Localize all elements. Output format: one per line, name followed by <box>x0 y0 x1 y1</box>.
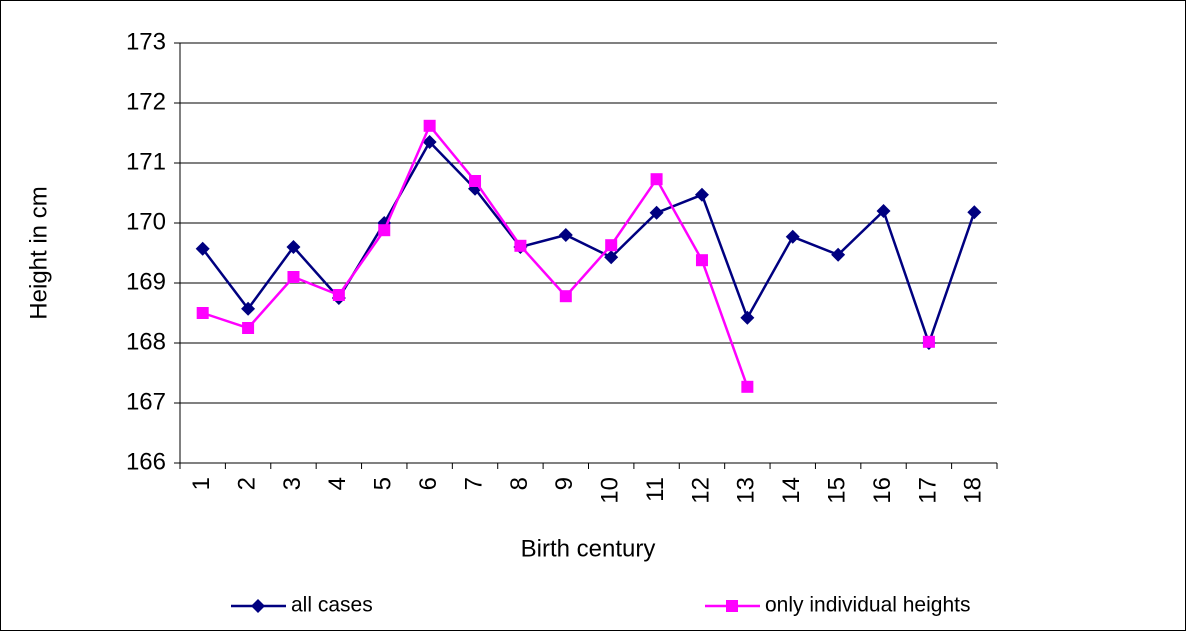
legend-label: all cases <box>291 594 373 617</box>
y-tick-label: 172 <box>126 88 166 115</box>
x-tick-label: 10 <box>597 477 624 504</box>
y-tick-label: 170 <box>126 208 166 235</box>
marker <box>694 187 709 202</box>
marker <box>287 271 300 283</box>
marker <box>286 240 301 254</box>
y-tick-label: 169 <box>126 268 166 295</box>
x-tick-label: 13 <box>733 477 760 504</box>
series-line <box>201 139 976 347</box>
marker <box>514 239 527 252</box>
x-tick-label: 9 <box>551 477 578 490</box>
marker <box>196 307 209 319</box>
marker <box>423 119 436 132</box>
marker <box>422 135 437 149</box>
x-tick-label: 11 <box>642 477 669 502</box>
x-tick-label: 4 <box>324 477 351 490</box>
x-tick-label: 17 <box>914 477 941 504</box>
marker <box>558 228 573 242</box>
marker <box>967 205 982 220</box>
legend-marker <box>251 599 265 613</box>
marker <box>195 241 210 256</box>
y-tick-label: 167 <box>126 388 166 415</box>
x-tick-label: 6 <box>415 477 442 490</box>
marker <box>740 310 755 325</box>
x-tick-label: 12 <box>687 477 714 504</box>
x-axis-title: Birth century <box>521 535 656 562</box>
marker <box>831 247 846 262</box>
x-tick-label: 5 <box>370 477 397 490</box>
x-tick-label: 16 <box>869 477 896 504</box>
x-tick-label: 18 <box>960 477 987 504</box>
marker <box>469 175 482 187</box>
y-tick-label: 168 <box>126 328 166 355</box>
marker <box>785 229 800 244</box>
legend-marker <box>726 600 738 612</box>
marker <box>922 335 935 348</box>
marker <box>649 205 664 220</box>
x-tick-label: 14 <box>778 477 805 504</box>
x-tick-label: 1 <box>188 477 215 490</box>
legend-label: only individual heights <box>765 594 970 617</box>
marker <box>332 289 345 301</box>
marker <box>559 290 572 303</box>
x-tick-label: 2 <box>233 477 260 490</box>
y-tick-label: 166 <box>126 448 166 475</box>
y-tick-label: 173 <box>126 28 166 55</box>
y-tick-label: 171 <box>126 148 166 175</box>
x-tick-label: 8 <box>506 477 533 490</box>
x-tick-label: 15 <box>823 477 850 504</box>
marker <box>605 239 618 252</box>
marker <box>241 301 256 316</box>
marker <box>604 250 619 265</box>
y-axis-title: Height in cm <box>25 186 52 319</box>
marker <box>695 254 708 267</box>
marker <box>650 173 663 186</box>
x-tick-label: 7 <box>460 477 487 490</box>
marker <box>242 322 255 334</box>
marker <box>741 380 754 393</box>
x-tick-label: 3 <box>279 477 306 490</box>
marker <box>378 224 391 237</box>
marker <box>876 204 891 218</box>
